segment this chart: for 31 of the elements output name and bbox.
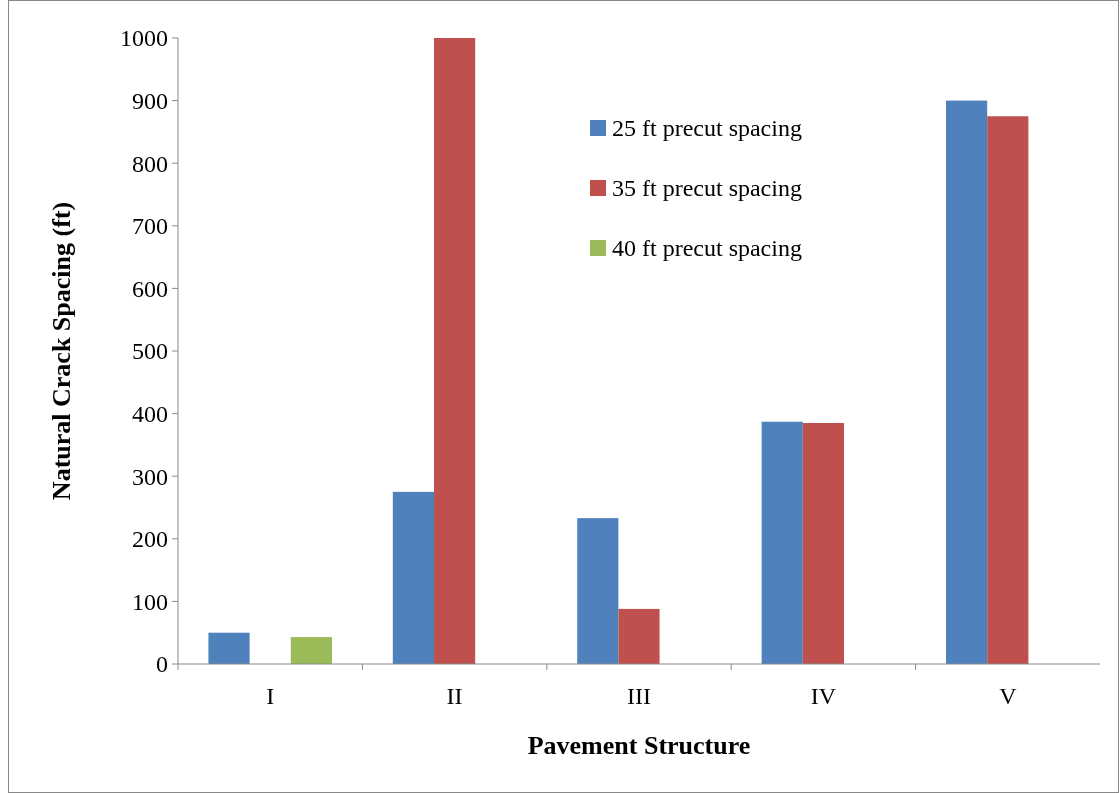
y-axis-title: Natural Crack Spacing (ft) — [47, 201, 76, 501]
bar — [290, 637, 332, 664]
legend-label: 25 ft precut spacing — [612, 115, 802, 142]
bar — [208, 632, 250, 664]
legend-label: 40 ft precut spacing — [612, 235, 802, 262]
legend-label: 35 ft precut spacing — [612, 175, 802, 202]
x-tick-label: V — [999, 683, 1018, 709]
bar — [761, 421, 803, 664]
y-tick-label: 200 — [132, 526, 168, 553]
bar — [434, 38, 476, 664]
bar — [392, 491, 435, 664]
bar — [946, 100, 988, 664]
bar — [987, 116, 1029, 664]
x-tick-label: I — [266, 683, 275, 709]
x-tick-label: II — [446, 683, 463, 709]
y-tick-label: 500 — [132, 338, 168, 365]
bar — [802, 422, 844, 664]
y-tick-label: 300 — [132, 463, 168, 490]
x-axis-title: Pavement Structure — [527, 731, 751, 760]
y-tick-label: 100 — [132, 588, 168, 615]
x-tick-label: IV — [810, 683, 837, 709]
bar — [577, 518, 619, 664]
y-tick-label: 600 — [132, 275, 168, 302]
y-tick-label: 700 — [132, 213, 168, 240]
y-tick-label: 0 — [156, 651, 168, 678]
y-tick-label: 900 — [132, 88, 168, 114]
y-tick-label: 1000 — [120, 25, 168, 52]
y-tick-label: 400 — [132, 401, 168, 427]
y-tick-label: 800 — [132, 150, 168, 177]
bar — [618, 608, 660, 664]
x-tick-label: III — [627, 683, 651, 709]
